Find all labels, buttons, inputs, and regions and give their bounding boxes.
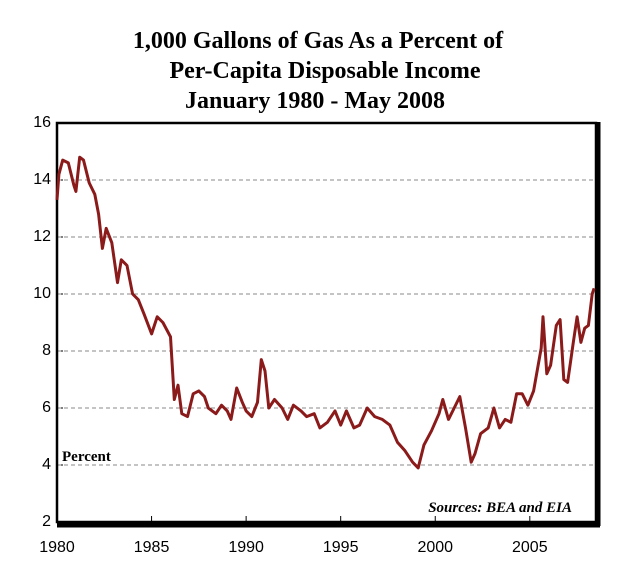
x-tick-label: 2005: [512, 539, 548, 556]
x-tick-label: 1985: [134, 539, 170, 556]
x-tick-label: 1980: [39, 539, 75, 556]
y-tick-label: 6: [42, 399, 51, 416]
x-tick-label: 2000: [417, 539, 453, 556]
plot-frame: [55, 121, 598, 524]
y-tick-label: 2: [42, 513, 51, 530]
chart-title: January 1980 - May 2008: [185, 88, 445, 114]
x-tick-label: 1990: [228, 539, 264, 556]
chart-title: Per-Capita Disposable Income: [169, 58, 480, 84]
y-tick-label: 4: [42, 456, 51, 473]
x-tick-label: 1995: [323, 539, 359, 556]
y-tick-label: 12: [33, 228, 51, 245]
annotation: Percent: [62, 449, 111, 465]
y-tick-label: 16: [33, 114, 51, 131]
y-tick-label: 14: [33, 171, 51, 188]
data-line: [55, 155, 596, 470]
y-tick-label: 8: [42, 342, 51, 359]
y-tick-label: 10: [33, 285, 51, 302]
chart-title: 1,000 Gallons of Gas As a Percent of: [133, 28, 504, 54]
annotation: Sources: BEA and EIA: [428, 500, 572, 516]
